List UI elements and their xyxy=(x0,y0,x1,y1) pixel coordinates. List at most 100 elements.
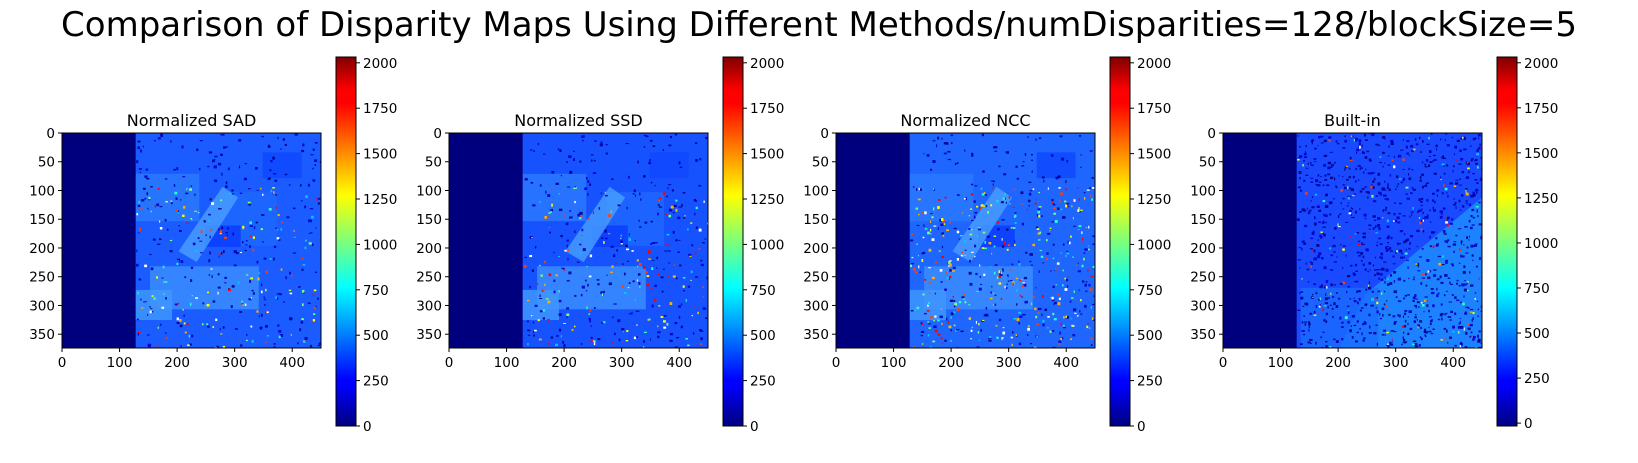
noise-speck xyxy=(1356,251,1360,254)
noise-speck xyxy=(1362,235,1366,239)
noise-speck xyxy=(1435,144,1438,148)
noise-speck xyxy=(974,185,978,187)
noise-speck xyxy=(1329,247,1331,250)
noise-speck xyxy=(1037,239,1041,241)
noise-speck xyxy=(980,187,983,190)
noise-speck xyxy=(1013,317,1016,320)
noise-speck xyxy=(1350,135,1353,138)
noise-speck xyxy=(1311,142,1313,145)
noise-speck xyxy=(612,254,616,258)
noise-speck xyxy=(695,276,699,278)
noise-speck xyxy=(1403,297,1406,300)
noise-speck xyxy=(633,336,637,340)
noise-speck xyxy=(1392,255,1395,258)
noise-speck xyxy=(1031,154,1033,156)
noise-speck xyxy=(1389,174,1392,177)
noise-speck xyxy=(579,243,582,246)
noise-speck xyxy=(920,331,925,333)
noise-speck xyxy=(693,305,695,307)
noise-speck xyxy=(977,331,980,334)
noise-speck xyxy=(534,329,537,332)
noise-speck xyxy=(1407,316,1409,318)
noise-speck xyxy=(251,289,254,292)
noise-speck xyxy=(136,263,139,267)
noise-speck xyxy=(600,291,603,295)
noise-speck xyxy=(1472,138,1475,141)
noise-speck xyxy=(1420,228,1423,231)
y-tick-label: 200 xyxy=(29,241,55,257)
noise-speck xyxy=(1393,271,1397,274)
noise-speck xyxy=(1409,235,1414,238)
noise-speck xyxy=(1384,198,1387,200)
noise-speck xyxy=(531,237,533,239)
noise-speck xyxy=(1408,277,1410,280)
noise-speck xyxy=(1432,245,1435,248)
colorbar-tick-label: 750 xyxy=(363,283,389,299)
noise-speck xyxy=(1062,269,1064,272)
noise-speck xyxy=(1364,218,1367,220)
noise-speck xyxy=(176,317,179,321)
noise-speck xyxy=(1381,256,1383,260)
noise-speck xyxy=(1346,274,1351,278)
noise-speck xyxy=(1347,311,1350,314)
noise-speck xyxy=(1409,241,1411,245)
noise-speck xyxy=(1420,219,1424,222)
noise-speck xyxy=(937,319,940,322)
noise-speck xyxy=(1427,214,1429,218)
noise-speck xyxy=(627,175,630,179)
noise-speck xyxy=(1429,316,1433,318)
noise-speck xyxy=(1356,231,1360,234)
noise-speck xyxy=(1379,156,1382,158)
noise-speck xyxy=(687,344,690,347)
noise-speck xyxy=(305,239,307,242)
noise-speck xyxy=(936,144,938,148)
noise-speck xyxy=(1047,315,1050,318)
noise-speck xyxy=(558,290,560,293)
noise-speck xyxy=(650,181,653,184)
noise-speck xyxy=(601,320,603,323)
noise-speck xyxy=(637,160,639,164)
noise-speck xyxy=(643,346,645,348)
noise-speck xyxy=(1441,317,1443,321)
noise-speck xyxy=(1373,219,1377,222)
noise-speck xyxy=(1064,277,1066,280)
noise-speck xyxy=(632,193,635,195)
noise-speck xyxy=(270,160,273,163)
noise-speck xyxy=(1353,193,1356,195)
noise-speck xyxy=(164,218,167,222)
noise-speck xyxy=(1090,305,1093,309)
noise-speck xyxy=(1336,256,1338,258)
noise-speck xyxy=(1402,158,1405,161)
noise-speck xyxy=(1361,252,1363,255)
noise-speck xyxy=(1052,312,1055,316)
noise-speck xyxy=(211,202,215,205)
noise-speck xyxy=(1433,172,1437,175)
noise-speck xyxy=(1447,277,1451,280)
noise-speck xyxy=(1404,309,1408,312)
noise-speck xyxy=(937,205,940,209)
noise-speck xyxy=(1038,307,1042,311)
noise-speck xyxy=(1476,152,1480,156)
noise-speck xyxy=(260,187,262,190)
noise-speck xyxy=(1396,250,1398,253)
invalid-region xyxy=(449,133,523,348)
noise-speck xyxy=(1368,281,1371,284)
noise-speck xyxy=(1037,210,1041,214)
noise-speck xyxy=(1346,290,1348,294)
invalid-region xyxy=(62,133,136,348)
y-tick-label: 0 xyxy=(433,126,442,142)
noise-speck xyxy=(1462,302,1465,306)
noise-speck xyxy=(612,342,614,344)
noise-speck xyxy=(249,279,252,283)
noise-speck xyxy=(933,325,937,329)
noise-speck xyxy=(589,319,591,323)
noise-speck xyxy=(1075,264,1078,266)
noise-speck xyxy=(539,297,543,299)
noise-speck xyxy=(294,133,298,136)
noise-speck xyxy=(1019,294,1022,297)
noise-speck xyxy=(1056,207,1060,210)
noise-speck xyxy=(946,277,949,280)
noise-speck xyxy=(1369,159,1372,162)
noise-speck xyxy=(918,187,920,191)
noise-speck xyxy=(1320,231,1323,234)
